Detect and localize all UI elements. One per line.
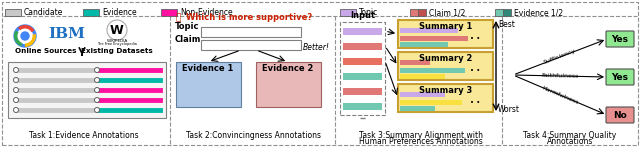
Text: Task 2:Convincingness Annotations: Task 2:Convincingness Annotations — [186, 131, 321, 140]
Text: Yes: Yes — [611, 72, 628, 81]
Text: Existing Datasets: Existing Datasets — [81, 48, 153, 54]
Text: Claim 1/2: Claim 1/2 — [429, 8, 465, 17]
FancyBboxPatch shape — [256, 62, 321, 107]
FancyBboxPatch shape — [343, 28, 382, 35]
Text: The Free Encyclopedia: The Free Encyclopedia — [97, 42, 137, 46]
FancyBboxPatch shape — [495, 9, 503, 16]
Text: • •: • • — [470, 68, 480, 74]
Text: Worst: Worst — [498, 105, 520, 114]
FancyBboxPatch shape — [398, 52, 493, 80]
Text: Summary 3: Summary 3 — [419, 86, 472, 95]
FancyBboxPatch shape — [201, 27, 301, 37]
Text: • •: • • — [470, 100, 480, 106]
Text: Task 4:Summary Quality: Task 4:Summary Quality — [524, 131, 616, 140]
FancyBboxPatch shape — [343, 58, 382, 65]
Text: Best: Best — [498, 20, 515, 29]
Text: • •: • • — [470, 36, 480, 42]
Circle shape — [95, 107, 99, 112]
Text: No: No — [613, 111, 627, 120]
FancyBboxPatch shape — [5, 9, 21, 16]
Wedge shape — [14, 30, 22, 46]
FancyBboxPatch shape — [606, 31, 634, 47]
Text: Non-Evidence: Non-Evidence — [180, 8, 232, 17]
FancyBboxPatch shape — [400, 60, 430, 65]
Text: Topic: Topic — [175, 22, 200, 31]
Text: Human Preferences Annotations: Human Preferences Annotations — [359, 137, 483, 146]
FancyBboxPatch shape — [400, 42, 448, 47]
FancyBboxPatch shape — [400, 74, 445, 79]
Text: Summary 1: Summary 1 — [419, 22, 472, 31]
FancyBboxPatch shape — [400, 28, 458, 33]
Text: Claim: Claim — [175, 35, 202, 44]
FancyBboxPatch shape — [176, 62, 241, 107]
Circle shape — [17, 29, 33, 44]
Circle shape — [14, 25, 36, 47]
Circle shape — [95, 67, 99, 72]
FancyBboxPatch shape — [606, 69, 634, 85]
FancyBboxPatch shape — [398, 20, 493, 48]
Text: Task 3:Summary Alignment with: Task 3:Summary Alignment with — [359, 131, 483, 140]
Text: W: W — [110, 24, 124, 36]
FancyBboxPatch shape — [400, 100, 462, 105]
Text: Faithfulness: Faithfulness — [541, 73, 579, 79]
Text: Summary 2: Summary 2 — [419, 54, 472, 63]
Circle shape — [21, 32, 29, 40]
Text: Topic: Topic — [359, 8, 378, 17]
FancyBboxPatch shape — [400, 92, 445, 97]
Circle shape — [13, 107, 19, 112]
Text: Online Sources: Online Sources — [15, 48, 77, 54]
Circle shape — [95, 77, 99, 82]
FancyBboxPatch shape — [400, 106, 435, 111]
Text: Evidence 1: Evidence 1 — [182, 64, 234, 73]
FancyBboxPatch shape — [503, 9, 511, 16]
Text: Better!: Better! — [303, 43, 330, 52]
Circle shape — [13, 97, 19, 102]
Text: IBM: IBM — [49, 27, 86, 41]
Wedge shape — [18, 25, 35, 32]
FancyBboxPatch shape — [418, 9, 426, 16]
Text: Which is more supportive?: Which is more supportive? — [186, 13, 312, 22]
FancyBboxPatch shape — [340, 9, 356, 16]
FancyBboxPatch shape — [343, 43, 382, 50]
Circle shape — [107, 20, 127, 40]
FancyBboxPatch shape — [343, 88, 382, 95]
Text: Input: Input — [350, 11, 375, 20]
Text: Task 1:Evidence Annotations: Task 1:Evidence Annotations — [29, 131, 139, 140]
Circle shape — [13, 67, 19, 72]
FancyBboxPatch shape — [201, 40, 301, 50]
FancyBboxPatch shape — [410, 9, 418, 16]
FancyBboxPatch shape — [161, 9, 177, 16]
FancyBboxPatch shape — [400, 36, 468, 41]
Text: Evidence 1/2: Evidence 1/2 — [514, 8, 563, 17]
FancyBboxPatch shape — [340, 22, 385, 115]
Circle shape — [13, 77, 19, 82]
Circle shape — [13, 87, 19, 92]
FancyBboxPatch shape — [400, 68, 465, 73]
FancyBboxPatch shape — [606, 107, 634, 123]
Text: Harmfulness: Harmfulness — [541, 85, 579, 105]
FancyBboxPatch shape — [398, 84, 493, 112]
Wedge shape — [25, 34, 36, 47]
Text: Yes: Yes — [611, 35, 628, 44]
Text: WIKIPEDIA: WIKIPEDIA — [106, 39, 127, 43]
FancyBboxPatch shape — [83, 9, 99, 16]
FancyBboxPatch shape — [343, 103, 382, 110]
Text: Evidence: Evidence — [102, 8, 136, 17]
Circle shape — [95, 97, 99, 102]
Text: Annotations: Annotations — [547, 137, 593, 146]
Circle shape — [95, 87, 99, 92]
FancyBboxPatch shape — [8, 62, 166, 118]
Text: ❓: ❓ — [176, 13, 181, 22]
Text: Sufficiency: Sufficiency — [543, 49, 577, 65]
FancyBboxPatch shape — [343, 73, 382, 80]
Text: Evidence 2: Evidence 2 — [262, 64, 314, 73]
Text: Candidate: Candidate — [24, 8, 63, 17]
